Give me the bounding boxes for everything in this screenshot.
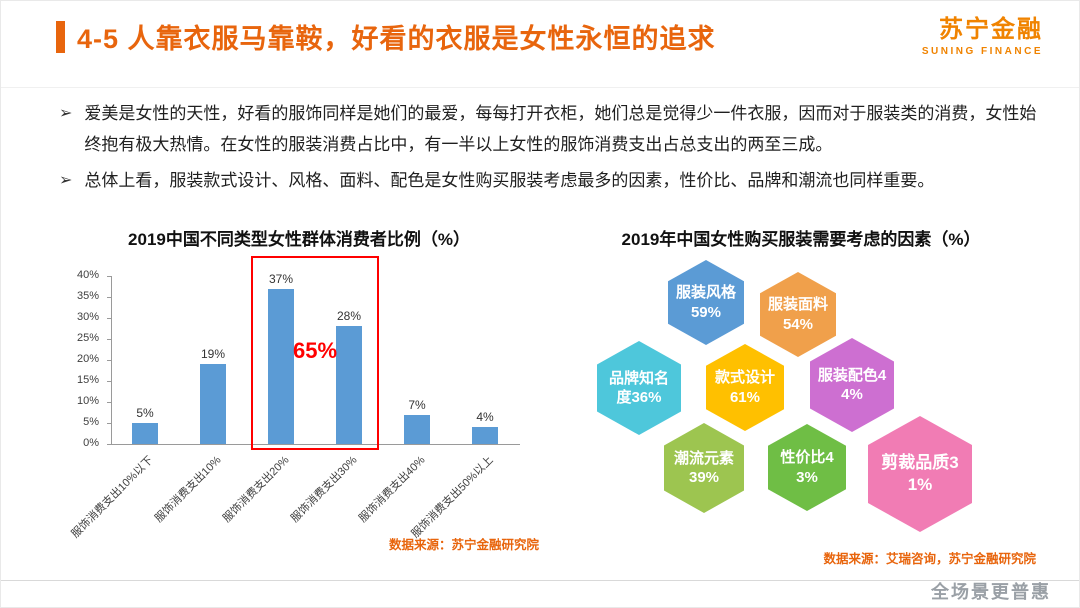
- hexagon-factor-服装风格: 服装风格59%: [668, 260, 744, 345]
- y-axis-tick: [107, 360, 111, 361]
- hexagon-factor-服装面料: 服装面料54%: [760, 272, 836, 357]
- hexagon-factor-label: 性价比43%: [780, 449, 834, 486]
- bar-服饰消费支出40%: [404, 414, 430, 444]
- bar-chart-plot: 0% 5% 10% 15% 20% 25% 30% 35% 40% 5% 服饰消费支出10%以下 19…: [59, 254, 539, 540]
- y-axis-tick: [107, 276, 111, 277]
- hexagon-factor-潮流元素: 潮流元素39%: [664, 423, 744, 513]
- bar-value-label: 4%: [476, 410, 494, 425]
- hexagon-factor-款式设计: 款式设计61%: [706, 344, 784, 431]
- y-axis-tick: [107, 297, 111, 298]
- bullet-item-1: ➢ 爱美是女性的天性，好看的服饰同样是她们的最爱，每每打开衣柜，她们总是觉得少一…: [59, 99, 1037, 160]
- watermark: 全场景更普惠: [931, 582, 1051, 602]
- y-axis-tick-label: 40%: [76, 269, 99, 281]
- title-wrap: 4-5 人靠衣服马靠鞍，好看的衣服是女性永恒的追求: [56, 17, 716, 56]
- y-axis-tick: [107, 318, 111, 319]
- title-accent-bar: [56, 20, 65, 53]
- hexagon-factor-label: 款式设计61%: [714, 369, 775, 406]
- bullet-text: 爱美是女性的天性，好看的服饰同样是她们的最爱，每每打开衣柜，她们总是觉得少一件衣…: [84, 104, 1037, 154]
- y-axis-tick-label: 10%: [76, 395, 99, 407]
- y-axis-tick-label: 0%: [83, 437, 99, 449]
- hexagon-factor-label: 服装风格59%: [675, 284, 736, 321]
- y-axis-tick: [107, 381, 111, 382]
- hexagon-factor-label: 剪裁品质31%: [881, 452, 959, 494]
- bar-chart-source: 数据来源：苏宁金融研究院: [388, 538, 539, 552]
- y-axis-tick: [107, 339, 111, 340]
- y-axis-tick-label: 30%: [76, 311, 99, 323]
- header-divider: [1, 87, 1079, 88]
- bullet-text: 总体上看，服装款式设计、风格、面料、配色是女性购买服装考虑最多的因素，性价比、品…: [84, 171, 935, 191]
- y-axis-tick-label: 20%: [76, 353, 99, 365]
- header: 4-5 人靠衣服马靠鞍，好看的衣服是女性永恒的追求 苏宁金融 SUNING FI…: [56, 16, 1043, 58]
- hexagon-chart-title: 2019年中国女性购买服装需要考虑的因素（%）: [621, 230, 981, 249]
- hexagon-factor-品牌知名度: 品牌知名度36%: [597, 341, 681, 435]
- bar-chart: 2019中国不同类型女性群体消费者比例（%） 0% 5% 10% 15% 20% 25% 3…: [59, 225, 539, 553]
- page-title: 4-5 人靠衣服马靠鞍，好看的衣服是女性永恒的追求: [77, 24, 716, 54]
- y-axis-tick: [107, 402, 111, 403]
- bar-value-label: 19%: [200, 347, 226, 362]
- y-axis-tick-label: 35%: [76, 290, 99, 302]
- bar-value-label: 37%: [268, 271, 294, 286]
- bar-服饰消费支出20%: [268, 288, 294, 444]
- hexagon-chart: 2019年中国女性购买服装需要考虑的因素（%） 服装风格59% 服装面料54% 品牌…: [566, 225, 1036, 567]
- bar-chart-title: 2019中国不同类型女性群体消费者比例（%）: [128, 230, 470, 249]
- brand-logo-en: SUNING FINANCE: [921, 46, 1043, 58]
- y-axis-tick: [107, 444, 111, 445]
- hexagon-factor-性价比: 性价比43%: [768, 424, 846, 511]
- y-axis-tick-label: 5%: [83, 416, 99, 428]
- y-axis-tick: [107, 423, 111, 424]
- bar-value-label: 28%: [336, 309, 362, 324]
- bullet-item-2: ➢ 总体上看，服装款式设计、风格、面料、配色是女性购买服装考虑最多的因素，性价比…: [59, 166, 1037, 197]
- hexagon-factor-服装配色: 服装配色44%: [810, 338, 894, 432]
- bullet-arrow-icon: ➢: [59, 105, 73, 122]
- bar-服饰消费支出30%: [336, 326, 362, 444]
- bullet-arrow-icon: ➢: [59, 172, 73, 190]
- bar-服饰消费支出10%以下: [132, 423, 158, 444]
- bar-value-label: 5%: [136, 406, 154, 420]
- y-axis-tick-label: 15%: [76, 374, 99, 386]
- hexagon-chart-source: 数据来源：艾瑞咨询，苏宁金融研究院: [823, 552, 1036, 566]
- bar-value-label: 7%: [408, 397, 426, 412]
- brand-logo: 苏宁金融 SUNING FINANCE: [921, 16, 1043, 58]
- hexagon-cluster: 服装风格59% 服装面料54% 品牌知名度36% 款式设计61% 服装配色44% 潮流元素…: [566, 252, 1036, 548]
- y-axis-tick-label: 25%: [76, 332, 99, 344]
- highlight-box: [251, 256, 379, 450]
- brand-logo-cn: 苏宁金融: [939, 16, 1043, 43]
- hexagon-factor-label: 服装配色44%: [817, 366, 887, 404]
- highlight-percentage-label: 65%: [292, 338, 338, 363]
- hexagon-factor-label: 品牌知名度36%: [608, 369, 669, 407]
- hexagon-factor-label: 服装面料54%: [767, 296, 828, 333]
- bar-服饰消费支出50%以上: [472, 427, 498, 444]
- hexagon-factor-label: 潮流元素39%: [673, 449, 734, 487]
- footer-divider: [1, 580, 1079, 581]
- bar-服饰消费支出10%: [200, 364, 226, 444]
- hexagon-factor-剪裁品质: 剪裁品质31%: [868, 416, 972, 532]
- bar-chart-axes: [111, 276, 520, 445]
- bullet-list: ➢ 爱美是女性的天性，好看的服饰同样是她们的最爱，每每打开衣柜，她们总是觉得少一…: [59, 99, 1037, 203]
